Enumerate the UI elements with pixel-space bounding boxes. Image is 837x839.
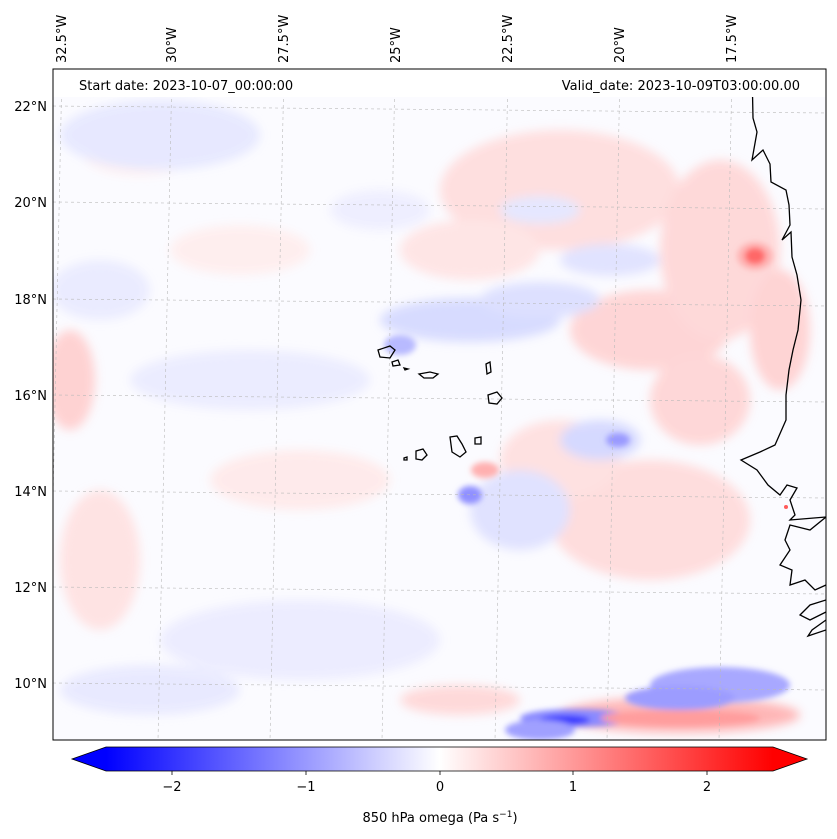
lon-label-17-5w: 17.5°W: [725, 15, 740, 63]
omega-strong-features: [384, 242, 790, 740]
island-boa-vista: [487, 391, 503, 405]
lon-label-22-5w: 22.5°W: [501, 15, 516, 63]
colorbar-tick-2: 2: [703, 780, 711, 795]
island-sal: [485, 360, 492, 376]
valid-date-label: Valid_date: 2023-10-09T03:00:00.00: [562, 79, 800, 94]
colorbar-label-exponent: −1: [499, 810, 512, 820]
africa-coastline: [739, 69, 826, 521]
longitude-labels: 32.5°W 30°W 27.5°W 25°W 22.5°W 20°W 17.5…: [55, 15, 740, 63]
lat-label-14n: 14°N: [14, 485, 47, 500]
lat-label-16n: 16°N: [14, 389, 47, 404]
colorbar-tick-neg1: −1: [296, 780, 315, 795]
colorbar-label-main: 850 hPa omega (Pa s: [362, 811, 499, 826]
island-santiago: [449, 435, 467, 458]
map-frame: [52, 68, 827, 741]
colorbar-tick-0: 0: [436, 780, 444, 795]
colorbar-ticks: [171, 771, 708, 775]
island-sao-vicente: [391, 359, 401, 367]
lat-label-18n: 18°N: [14, 293, 47, 308]
colorbar-label-close: ): [512, 811, 517, 826]
lat-label-20n: 20°N: [14, 196, 47, 211]
latitude-labels: 22°N 20°N 18°N 16°N 14°N 12°N 10°N: [14, 100, 47, 692]
island-santo-antao: [377, 345, 396, 359]
lon-label-27-5w: 27.5°W: [277, 15, 292, 63]
lon-label-32-5w: 32.5°W: [55, 15, 70, 63]
colorbar-min-extend: [72, 747, 106, 771]
coastlines: [377, 69, 826, 638]
island-sao-nicolau: [417, 371, 440, 379]
omega-field: [53, 100, 810, 733]
lon-label-20w: 20°W: [613, 27, 628, 63]
lon-label-30w: 30°W: [165, 27, 180, 63]
map-panel: Start date: 2023-10-07_00:00:00 Valid_da…: [53, 69, 826, 740]
colorbar-tick-1: 1: [569, 780, 577, 795]
island-fogo: [415, 448, 428, 461]
colorbar-max-extend: [773, 747, 807, 771]
colorbar-label: 850 hPa omega (Pa s−1): [362, 810, 517, 826]
colorbar-tick-neg2: −2: [162, 780, 181, 795]
lat-label-12n: 12°N: [14, 581, 47, 596]
island-maio: [474, 436, 482, 445]
colorbar: −2 −1 0 1 2 850 hPa omega (Pa s−1): [70, 746, 809, 826]
graticule: [53, 69, 826, 740]
lon-label-25w: 25°W: [389, 27, 404, 63]
coastal-red-spot: [784, 505, 788, 509]
lat-label-22n: 22°N: [14, 100, 47, 115]
start-date-label: Start date: 2023-10-07_00:00:00: [79, 79, 293, 94]
island-santa-luzia: [402, 367, 411, 371]
colorbar-outline: [70, 746, 809, 772]
header-band: [53, 69, 826, 97]
gambia-guinea-coast: [779, 516, 826, 638]
colorbar-body: [106, 747, 773, 771]
lat-label-10n: 10°N: [14, 677, 47, 692]
island-brava: [403, 456, 408, 461]
